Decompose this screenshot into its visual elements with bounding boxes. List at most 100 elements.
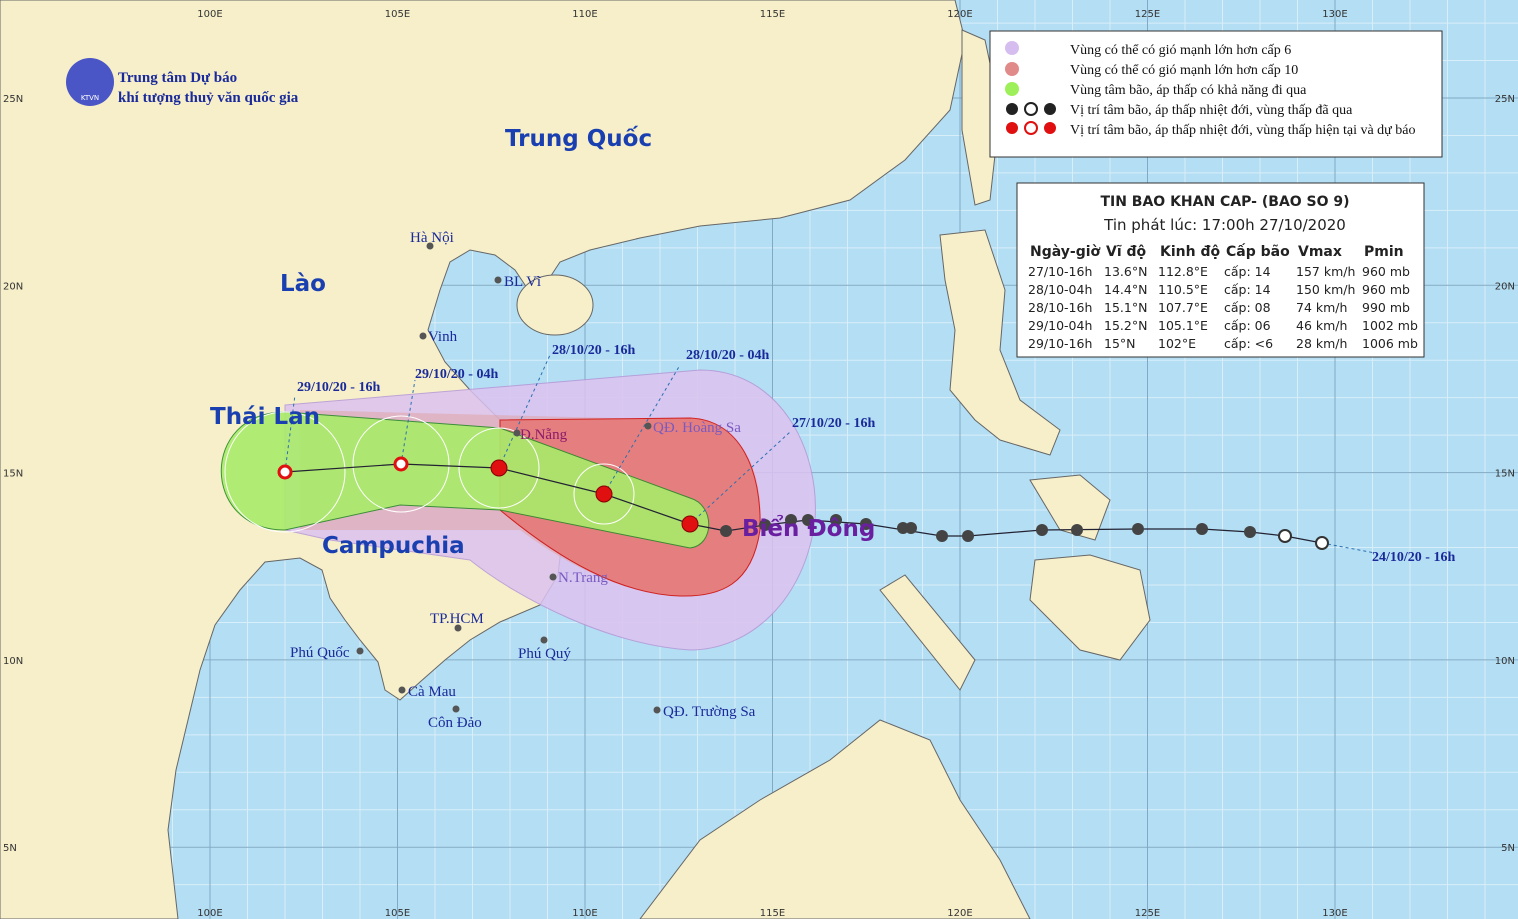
lat-label: 20N bbox=[3, 281, 23, 292]
lon-label: 130E bbox=[1322, 908, 1347, 919]
track-time: 29/10/20 - 04h bbox=[415, 367, 498, 382]
bulletin-column: Cấp bão bbox=[1226, 243, 1290, 260]
bulletin-cell: 14.4°N bbox=[1104, 282, 1147, 297]
hainan bbox=[516, 274, 594, 336]
bulletin-cell: 29/10-04h bbox=[1028, 318, 1092, 333]
country-label: Trung Quốc bbox=[505, 125, 652, 152]
place-labels: Hà Nội BL Vĩ Vinh Đ.Nẵng QĐ. Hoàng Sa N.… bbox=[290, 230, 756, 731]
bulletin-cell: cấp: <6 bbox=[1224, 336, 1273, 351]
lat-label: 20N bbox=[1495, 281, 1515, 292]
bulletin-cell: 105.1°E bbox=[1158, 318, 1208, 333]
bulletin-cell: 157 km/h bbox=[1296, 264, 1355, 279]
bulletin-cell: 960 mb bbox=[1362, 282, 1410, 297]
bulletin-box bbox=[1016, 182, 1425, 358]
lon-label: 110E bbox=[572, 908, 597, 919]
bulletin-cell: 13.6°N bbox=[1104, 264, 1147, 279]
legend-box bbox=[989, 30, 1443, 158]
bulletin-cell: 102°E bbox=[1158, 336, 1196, 351]
legend-swatch bbox=[1005, 62, 1019, 76]
bulletin-column: Vmax bbox=[1298, 244, 1342, 260]
bulletin-cell: 990 mb bbox=[1362, 300, 1410, 315]
bulletin-cell: 960 mb bbox=[1362, 264, 1410, 279]
uncertainty-circles bbox=[224, 411, 635, 533]
legend-label: Vùng có thể có gió mạnh lớn hơn cấp 6 bbox=[1070, 43, 1291, 58]
coordinate-labels: 100E 100E 105E 105E 110E 110E 115E 115E 120E 120E… bbox=[3, 9, 1515, 919]
past-positions bbox=[720, 514, 1329, 550]
country-label: Campuchia bbox=[322, 533, 465, 559]
place-label: TP.HCM bbox=[430, 611, 484, 627]
lat-label: 15N bbox=[1495, 469, 1515, 480]
legend-label: Vùng tâm bão, áp thấp có khả năng đi qua bbox=[1070, 83, 1307, 98]
legend-swatch bbox=[1005, 82, 1019, 96]
lon-label: 125E bbox=[1135, 9, 1160, 20]
lon-label: 120E bbox=[947, 908, 972, 919]
bulletin-cell: cấp: 14 bbox=[1224, 282, 1271, 297]
bulletin-column: Ngày-giờ bbox=[1030, 244, 1101, 260]
bulletin-cell: 46 km/h bbox=[1296, 318, 1347, 333]
lon-label: 115E bbox=[760, 908, 785, 919]
place-label: Đ.Nẵng bbox=[520, 427, 568, 443]
bulletin-column: Pmin bbox=[1364, 244, 1404, 260]
lon-label: 105E bbox=[385, 908, 410, 919]
bulletin: TIN BAO KHAN CAP- (BAO SO 9) Tin phát lú… bbox=[1016, 182, 1425, 358]
lon-label: 100E bbox=[197, 9, 222, 20]
place-label: N.Trang bbox=[558, 570, 608, 586]
storm-areas bbox=[220, 369, 816, 651]
lon-label: 120E bbox=[947, 9, 972, 20]
logo-text: KTVN bbox=[81, 94, 99, 102]
bulletin-issued: Tin phát lúc: 17:00h 27/10/2020 bbox=[1103, 216, 1346, 234]
bulletin-cell: 15°N bbox=[1104, 336, 1136, 351]
bulletin-cell: 112.8°E bbox=[1158, 264, 1208, 279]
lon-label: 130E bbox=[1322, 9, 1347, 20]
place-label: QĐ. Trường Sa bbox=[663, 704, 756, 720]
legend-label: Vị trí tâm bão, áp thấp nhiệt đới, vùng … bbox=[1070, 103, 1353, 118]
label-leaders bbox=[284, 354, 1376, 554]
bulletin-cell: 1006 mb bbox=[1362, 336, 1418, 351]
bulletin-cell: cấp: 06 bbox=[1224, 318, 1271, 333]
bulletin-cell: 1002 mb bbox=[1362, 318, 1418, 333]
lon-label: 110E bbox=[572, 9, 597, 20]
country-label: Lào bbox=[280, 271, 326, 297]
bulletin-cell: 150 km/h bbox=[1296, 282, 1355, 297]
track-time: 28/10/20 - 16h bbox=[552, 343, 635, 358]
country-labels: Trung Quốc Lào Thái Lan Campuchia Biển Đ… bbox=[210, 125, 875, 559]
bulletin-cell: 27/10-16h bbox=[1028, 264, 1092, 279]
visayas bbox=[1029, 474, 1111, 541]
legend-swatch bbox=[1005, 41, 1019, 55]
center-path-area bbox=[220, 411, 710, 549]
lat-label: 5N bbox=[1501, 843, 1515, 854]
lon-label: 115E bbox=[760, 9, 785, 20]
mindanao bbox=[1029, 554, 1151, 661]
lat-label: 10N bbox=[1495, 656, 1515, 667]
country-label: Biển Đông bbox=[742, 514, 875, 542]
country-label: Thái Lan bbox=[210, 404, 320, 430]
bulletin-title: TIN BAO KHAN CAP- (BAO SO 9) bbox=[1100, 194, 1349, 210]
lat-label: 15N bbox=[3, 469, 23, 480]
lat-label: 25N bbox=[3, 94, 23, 105]
bulletin-cell: 15.2°N bbox=[1104, 318, 1147, 333]
lat-label: 5N bbox=[3, 843, 17, 854]
luzon bbox=[939, 229, 1061, 456]
track-time: 29/10/20 - 16h bbox=[297, 380, 380, 395]
org-name: Trung tâm Dự báo bbox=[118, 70, 237, 86]
lat-label: 10N bbox=[3, 656, 23, 667]
bulletin-cell: 15.1°N bbox=[1104, 300, 1147, 315]
place-label: Vinh bbox=[428, 329, 458, 345]
bulletin-cell: 29/10-16h bbox=[1028, 336, 1092, 351]
place-label: Cà Mau bbox=[408, 684, 456, 700]
legend: Vùng có thể có gió mạnh lớn hơn cấp 6 Vù… bbox=[989, 30, 1443, 158]
place-label: Phú Quý bbox=[518, 646, 571, 662]
track-time: 24/10/20 - 16h bbox=[1372, 550, 1455, 565]
place-label: Côn Đảo bbox=[428, 715, 482, 731]
bulletin-cell: 28/10-04h bbox=[1028, 282, 1092, 297]
legend-label: Vị trí tâm bão, áp thấp nhiệt đới, vùng … bbox=[1070, 123, 1415, 138]
place-label: BL Vĩ bbox=[504, 274, 542, 290]
track-time-labels: 29/10/20 - 16h 29/10/20 - 04h 28/10/20 -… bbox=[297, 343, 1455, 565]
bulletin-cell: cấp: 14 bbox=[1224, 264, 1271, 279]
lon-label: 100E bbox=[197, 908, 222, 919]
borneo bbox=[639, 719, 1031, 919]
legend-label: Vùng có thể có gió mạnh lớn hơn cấp 10 bbox=[1070, 63, 1298, 78]
header: KTVN Trung tâm Dự báo khí tượng thuỷ văn… bbox=[66, 58, 299, 106]
